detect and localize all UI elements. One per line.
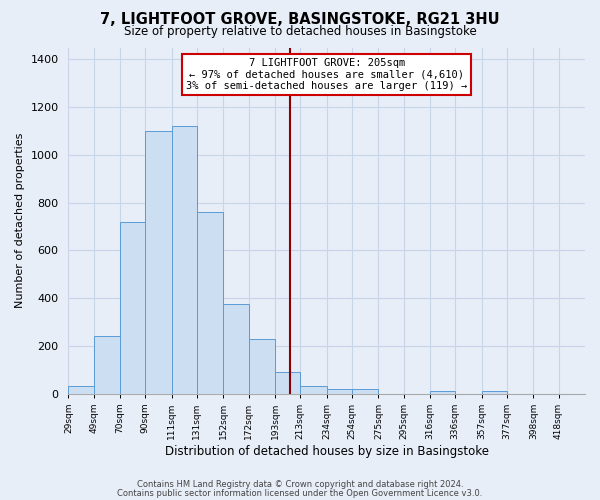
Bar [352,389,379,394]
Bar [68,386,94,394]
Bar [197,212,223,394]
Bar [145,131,172,394]
Text: Size of property relative to detached houses in Basingstoke: Size of property relative to detached ho… [124,25,476,38]
Bar [275,372,300,394]
Bar [120,222,145,394]
Bar [94,336,120,394]
Bar [327,389,352,394]
Text: Contains HM Land Registry data © Crown copyright and database right 2024.: Contains HM Land Registry data © Crown c… [137,480,463,489]
Bar [300,386,327,394]
Y-axis label: Number of detached properties: Number of detached properties [15,133,25,308]
Bar [482,391,507,394]
X-axis label: Distribution of detached houses by size in Basingstoke: Distribution of detached houses by size … [165,444,489,458]
Text: 7, LIGHTFOOT GROVE, BASINGSTOKE, RG21 3HU: 7, LIGHTFOOT GROVE, BASINGSTOKE, RG21 3H… [100,12,500,28]
Text: Contains public sector information licensed under the Open Government Licence v3: Contains public sector information licen… [118,489,482,498]
Bar [430,391,455,394]
Bar [223,304,248,394]
Text: 7 LIGHTFOOT GROVE: 205sqm
← 97% of detached houses are smaller (4,610)
3% of sem: 7 LIGHTFOOT GROVE: 205sqm ← 97% of detac… [186,58,467,91]
Bar [248,339,275,394]
Bar [172,126,197,394]
